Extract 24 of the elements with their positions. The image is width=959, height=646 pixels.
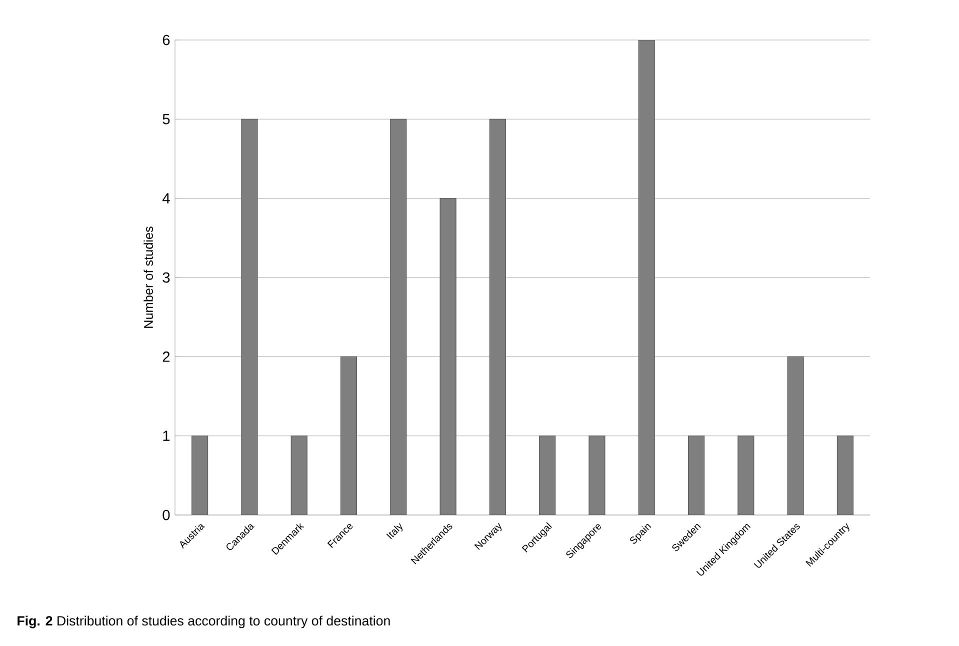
y-tick-label: 3 [162,272,170,283]
y-tick-label: 1 [163,430,170,441]
bar [738,436,754,515]
y-tick-label: 0 [162,510,170,520]
bar [588,436,606,515]
y-tick-label: 4 [162,193,170,204]
text: Fig. 2 Distribution of studies according to country of destination [18,616,390,628]
y-tick-label: 2 [162,352,170,362]
bar [390,118,407,515]
bar [340,356,358,515]
y-tick-label: 6 [162,34,170,46]
bar [241,118,258,515]
x-tick-label: Italy [386,523,403,540]
y-tick-label: 5 [162,114,170,124]
bar [192,436,208,515]
bar [638,40,655,515]
bar [836,436,854,515]
bar [688,436,705,515]
bar [787,356,804,515]
bar [539,436,556,515]
bar [489,118,506,515]
bar [290,436,308,515]
bar [440,198,456,515]
y-axis-title: Number of studies [144,226,153,328]
